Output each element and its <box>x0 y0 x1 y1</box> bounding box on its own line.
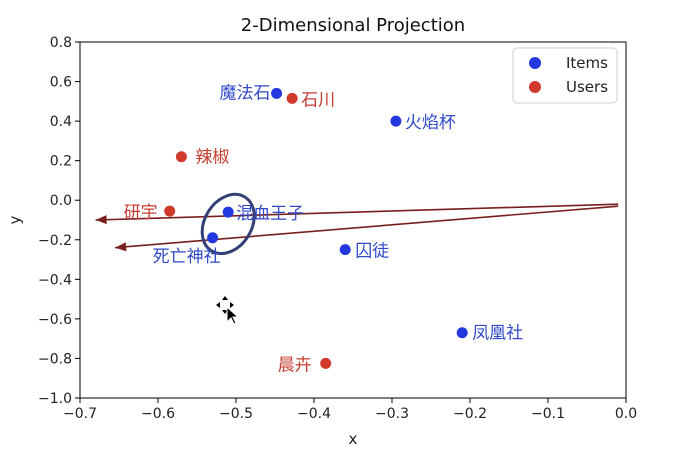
item-point <box>390 115 402 127</box>
x-tick-label: 0.0 <box>615 406 637 422</box>
x-tick-label: −0.3 <box>375 406 409 422</box>
y-axis-ticks: −1.0 −0.8 −0.6 −0.4 −0.2 0.0 0.2 0.4 0.6 0.8 <box>38 35 80 407</box>
y-tick-label: −1.0 <box>38 391 72 407</box>
x-tick-label: −0.7 <box>63 406 97 422</box>
item-point-label: 混血王子 <box>236 204 304 224</box>
chart-title: 2-Dimensional Projection <box>241 15 465 36</box>
arrow-head <box>115 242 127 252</box>
user-point-label: 石川 <box>301 90 335 110</box>
selection-ellipse <box>200 192 256 256</box>
y-tick-label: −0.8 <box>38 351 72 367</box>
legend-marker-items <box>529 57 541 69</box>
move-cursor-icon <box>216 296 240 325</box>
y-tick-label: 0.2 <box>50 154 72 170</box>
user-point-label: 研宇 <box>124 203 158 223</box>
highlight-ellipse <box>200 192 256 256</box>
y-tick-label: 0.4 <box>50 114 72 130</box>
arrow-head <box>95 215 107 225</box>
item-point <box>271 87 283 99</box>
user-point <box>175 151 187 163</box>
projection-arrow <box>95 203 619 221</box>
user-point <box>286 92 298 104</box>
item-point <box>222 206 234 218</box>
y-tick-label: −0.4 <box>38 272 72 288</box>
item-point-label: 魔法石 <box>220 83 271 103</box>
item-point <box>339 244 351 256</box>
y-tick-label: −0.6 <box>38 312 72 328</box>
y-axis-label: y <box>6 215 24 224</box>
y-tick-label: 0.6 <box>50 75 72 91</box>
item-point-label: 囚徒 <box>355 242 389 262</box>
user-point <box>320 357 332 369</box>
legend: Items Users <box>512 47 618 104</box>
item-point-label: 火焰杯 <box>405 113 456 133</box>
x-tick-label: −0.6 <box>141 406 175 422</box>
projection-arrows <box>95 203 619 252</box>
user-point <box>164 205 176 217</box>
y-tick-label: 0.8 <box>50 35 72 51</box>
x-axis-label: x <box>349 430 358 448</box>
plot-area-frame <box>79 41 627 399</box>
x-tick-label: −0.5 <box>219 406 253 422</box>
user-point-label: 辣椒 <box>195 148 229 168</box>
x-axis-ticks: −0.7 −0.6 −0.5 −0.4 −0.3 −0.2 −0.1 0.0 <box>63 398 637 422</box>
projection-arrow <box>115 205 619 249</box>
y-tick-label: 0.0 <box>50 193 72 209</box>
legend-label-users: Users <box>566 78 608 96</box>
x-tick-label: −0.4 <box>297 406 331 422</box>
legend-label-items: Items <box>566 54 608 72</box>
item-point <box>456 327 468 339</box>
x-tick-label: −0.1 <box>531 406 565 422</box>
x-tick-label: −0.2 <box>453 406 487 422</box>
item-point-label: 凤凰社 <box>472 324 523 344</box>
item-point-label: 死亡神社 <box>153 247 221 267</box>
item-point <box>207 232 219 244</box>
y-tick-label: −0.2 <box>38 233 72 249</box>
user-point-label: 晨卉 <box>278 355 312 375</box>
legend-marker-users <box>529 81 541 93</box>
